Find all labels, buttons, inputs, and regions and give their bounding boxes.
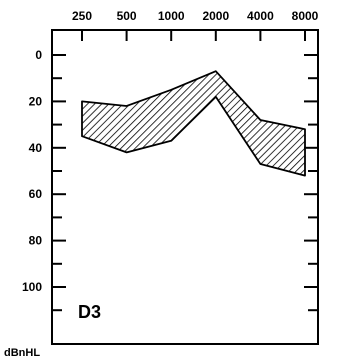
- y-tick-label: 100: [22, 280, 42, 294]
- panel-label: D3: [78, 302, 101, 322]
- y-tick-label: 0: [35, 48, 42, 62]
- x-tick-label: 500: [117, 9, 137, 23]
- y-axis-unit-label: dBnHL: [4, 347, 40, 359]
- x-tick-label: 8000: [292, 9, 319, 23]
- y-tick-label: 80: [29, 234, 43, 248]
- x-tick-label: 2000: [202, 9, 229, 23]
- y-axis: 0 20 40 60 80 100: [22, 48, 318, 312]
- plot-frame: [51, 29, 319, 345]
- x-tick-label: 250: [72, 9, 92, 23]
- y-tick-label: 60: [29, 187, 43, 201]
- hearing-threshold-band: [81, 70, 306, 177]
- x-tick-label: 4000: [247, 9, 274, 23]
- x-axis: 250 500 1000 2000 4000 8000: [72, 9, 319, 41]
- y-tick-label: 20: [29, 94, 43, 108]
- y-tick-label: 40: [29, 141, 43, 155]
- x-tick-label: 1000: [158, 9, 185, 23]
